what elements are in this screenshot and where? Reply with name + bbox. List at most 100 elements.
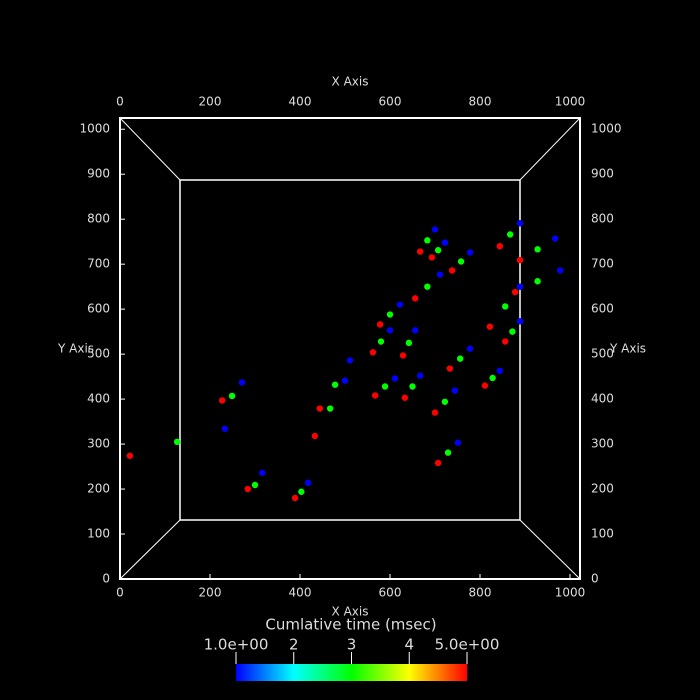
point [428, 254, 436, 261]
point [441, 239, 449, 246]
point [409, 383, 416, 390]
y-tick-label: 500 [87, 347, 110, 361]
box-edge [519, 117, 581, 181]
point [496, 367, 503, 374]
y-tick-label: 0 [591, 572, 599, 586]
x-tick-label: 1000 [555, 95, 586, 109]
y-tick-label: 200 [87, 482, 110, 496]
point [502, 303, 509, 310]
y-tick-label: 900 [87, 167, 110, 181]
point [346, 357, 354, 364]
y-tick-label: 500 [591, 347, 614, 361]
x-tick-label: 0 [116, 586, 124, 600]
point [516, 318, 524, 325]
point [341, 377, 349, 384]
point [444, 449, 452, 456]
y-tick-label: 700 [87, 257, 110, 271]
point [516, 256, 524, 264]
point [416, 372, 424, 379]
point [516, 220, 524, 227]
point [556, 267, 564, 274]
point [405, 339, 413, 347]
point [441, 398, 449, 405]
y-tick-label: 300 [591, 437, 614, 451]
y-tick-label: 600 [591, 302, 614, 316]
x-tick-label: 600 [379, 95, 402, 109]
y-tick-label: 200 [591, 482, 614, 496]
x-tick-label: 1000 [555, 586, 586, 600]
colorbar-tick-label: 4 [404, 636, 414, 654]
point [371, 392, 379, 399]
point [377, 338, 385, 345]
box-edge [119, 519, 181, 580]
y-axis-title: Y Axis [57, 342, 94, 356]
point [448, 267, 456, 274]
colorbar-tick-label: 1.0e+00 [204, 636, 269, 654]
back-face [179, 179, 521, 521]
point [331, 381, 339, 388]
point [386, 327, 394, 334]
y-tick-label: 900 [591, 167, 614, 181]
point [369, 349, 377, 356]
point [298, 488, 305, 495]
front-face [119, 117, 581, 580]
point [431, 409, 439, 416]
point [436, 271, 444, 278]
point [516, 283, 524, 290]
y-tick-label: 0 [102, 572, 110, 586]
point [457, 355, 464, 362]
point [481, 382, 489, 389]
colorbar: 1.0e+00 2 3 4 5.0e+00 [204, 636, 499, 681]
y-tick-label: 100 [87, 527, 110, 541]
point [401, 394, 409, 401]
point [412, 327, 419, 334]
point [457, 258, 465, 265]
point [412, 295, 419, 302]
point [431, 226, 439, 233]
point [376, 321, 384, 328]
point [396, 301, 404, 308]
point [386, 311, 394, 318]
y-tick-label: 400 [591, 392, 614, 406]
colorbar-tick-label: 2 [289, 636, 299, 654]
point [534, 246, 541, 253]
point [311, 432, 319, 440]
point [316, 405, 323, 412]
point [291, 494, 299, 502]
y-tick-label: 800 [87, 212, 110, 226]
point [466, 249, 474, 256]
point [502, 338, 509, 345]
point [551, 235, 559, 242]
point [466, 345, 474, 352]
point [506, 231, 514, 238]
x-tick-label: 400 [289, 586, 312, 600]
y-tick-label: 100 [591, 527, 614, 541]
x-tick-label: 200 [199, 586, 222, 600]
y-tick-label: 800 [591, 212, 614, 226]
point [424, 237, 431, 244]
point [424, 283, 431, 290]
point [451, 387, 458, 394]
y-tick-label: 600 [87, 302, 110, 316]
point [489, 374, 496, 382]
point [238, 379, 246, 386]
point [259, 469, 266, 477]
y-tick-label: 1000 [79, 122, 110, 136]
x-axis-title: X Axis [332, 75, 369, 89]
box-edge [119, 117, 181, 181]
point [218, 397, 226, 404]
point [221, 425, 229, 432]
point [326, 405, 334, 412]
x-tick-label: 600 [379, 586, 402, 600]
point [434, 459, 442, 467]
colorbar-bar [236, 664, 467, 681]
point [434, 247, 442, 254]
y-tick-label: 300 [87, 437, 110, 451]
point [509, 328, 516, 335]
point [126, 452, 134, 459]
y-tick-label: 1000 [591, 122, 622, 136]
point [244, 485, 251, 493]
point [454, 439, 462, 446]
